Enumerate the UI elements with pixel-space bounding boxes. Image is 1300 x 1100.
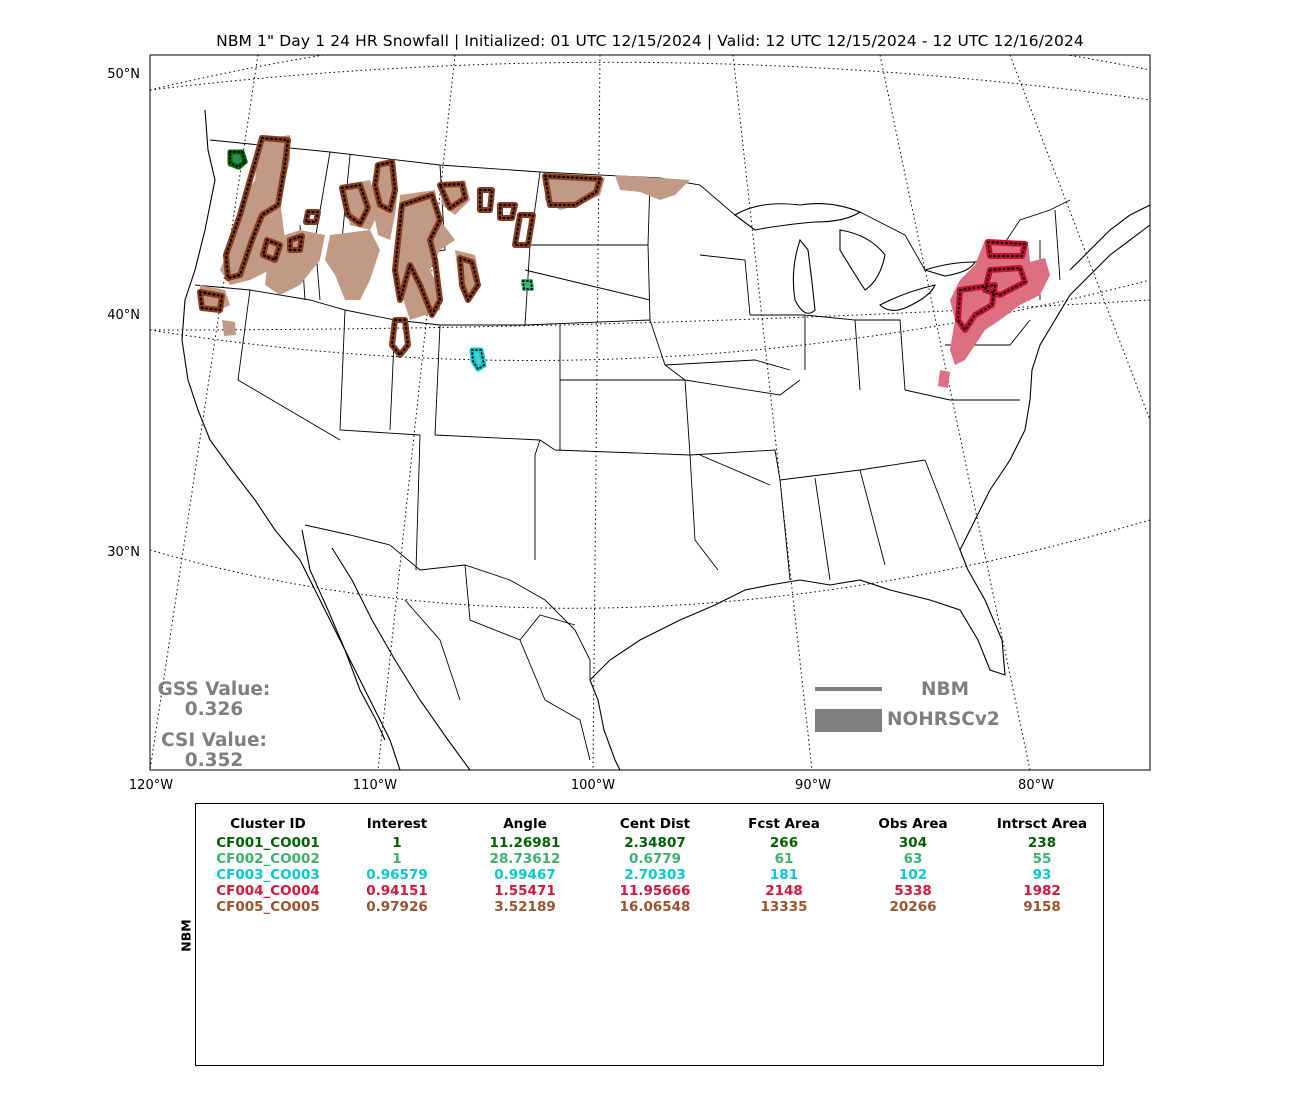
mexico-gulf-coast xyxy=(589,679,621,770)
table-cell-cluster-id: CF004_CO004 xyxy=(216,883,320,899)
lon-label-120: 120°W xyxy=(128,778,174,793)
lon-line-90 xyxy=(732,55,813,770)
col-header-cent-dist: Cent Dist xyxy=(619,816,691,832)
table-cell-interest: 1 xyxy=(392,851,402,867)
gss-label: GSS Value: xyxy=(157,679,271,700)
table-cell-obs-area: 102 xyxy=(898,867,928,883)
obs-region-brown xyxy=(200,135,690,336)
col-header-intrsct-area: Intrsct Area xyxy=(996,816,1088,832)
table-cell-angle: 3.52189 xyxy=(494,899,556,915)
csi-value: 0.352 xyxy=(184,750,244,771)
table-cell-obs-area: 63 xyxy=(903,851,923,867)
table-cell-angle: 0.99467 xyxy=(494,867,556,883)
gss-value: 0.326 xyxy=(184,699,244,720)
table-cell-obs-area: 5338 xyxy=(894,883,932,899)
mexico-state-lines xyxy=(404,564,591,761)
forecast-contours xyxy=(197,135,1028,372)
lon-line-70 xyxy=(1009,55,1150,421)
table-cell-cluster-id: CF003_CO003 xyxy=(216,867,320,883)
east-coastline xyxy=(959,224,1150,551)
map-title: NBM 1" Day 1 24 HR Snowfall | Initialize… xyxy=(216,32,1084,50)
table-cell-intrsct-area: 55 xyxy=(1032,851,1052,867)
mexico-west-coast xyxy=(331,547,471,770)
lon-label-80: 80°W xyxy=(1018,778,1054,793)
table-cell-angle: 11.26981 xyxy=(489,835,561,851)
lon-line-80 xyxy=(879,55,1031,770)
state-lines xyxy=(194,151,1061,581)
lake-erie xyxy=(879,284,936,311)
lon-line-100 xyxy=(592,55,601,770)
table-cell-fcst-area: 2148 xyxy=(765,883,803,899)
col-header-interest: Interest xyxy=(366,816,428,832)
table-cell-intrsct-area: 9158 xyxy=(1023,899,1061,915)
graticule xyxy=(150,55,1150,770)
table-cell-cent-dist: 0.6779 xyxy=(628,851,682,867)
legend-observed-swatch xyxy=(815,709,882,732)
lat-label-50: 50°N xyxy=(107,67,140,82)
table-cell-intrsct-area: 93 xyxy=(1032,867,1052,883)
lake-ontario xyxy=(923,261,976,277)
lake-huron xyxy=(839,229,886,291)
lat-line-50 xyxy=(150,55,1150,91)
table-cell-angle: 28.73612 xyxy=(489,851,561,867)
mexico-border xyxy=(304,524,591,680)
lat-label-30: 30°N xyxy=(107,545,140,560)
col-header-fcst-area: Fcst Area xyxy=(748,816,820,832)
lon-label-100: 100°W xyxy=(570,778,616,793)
table-cell-obs-area: 20266 xyxy=(889,899,937,915)
lat-line-45 xyxy=(150,61,1150,101)
lat-label-40: 40°N xyxy=(107,308,140,323)
cluster-stats-table: Cluster ID Interest Angle Cent Dist Fcst… xyxy=(195,803,1104,1066)
lon-label-90: 90°W xyxy=(795,778,831,793)
legend-observed-label: NOHRSCv2 xyxy=(887,709,1000,730)
table-cell-cent-dist: 2.70303 xyxy=(624,867,686,883)
west-coastline xyxy=(181,109,401,770)
table-cell-obs-area: 304 xyxy=(898,835,928,851)
csi-label: CSI Value: xyxy=(161,730,267,751)
table-cell-fcst-area: 61 xyxy=(774,851,794,867)
col-header-cluster-id: Cluster ID xyxy=(230,816,306,832)
table-cell-fcst-area: 181 xyxy=(769,867,799,883)
table-cell-cluster-id: CF001_CO001 xyxy=(216,835,320,851)
table-cell-fcst-area: 266 xyxy=(769,835,799,851)
table-cell-interest: 0.97926 xyxy=(366,899,428,915)
gulf-coast xyxy=(589,549,1006,681)
col-header-obs-area: Obs Area xyxy=(878,816,948,832)
table-cell-cent-dist: 2.34807 xyxy=(624,835,686,851)
table-cell-interest: 0.94151 xyxy=(366,883,428,899)
table-cell-angle: 1.55471 xyxy=(494,883,556,899)
observed-snowfall xyxy=(200,135,1050,388)
table-cell-interest: 0.96579 xyxy=(366,867,428,883)
table-cell-cent-dist: 11.95666 xyxy=(619,883,691,899)
table-cell-intrsct-area: 238 xyxy=(1027,835,1057,851)
lat-line-40 xyxy=(150,299,1150,331)
lake-michigan xyxy=(792,238,816,314)
table-cell-cluster-id: CF005_CO005 xyxy=(216,899,320,915)
table-cell-fcst-area: 13335 xyxy=(760,899,808,915)
table-cell-cluster-id: CF002_CO002 xyxy=(216,851,320,867)
table-cell-cent-dist: 16.06548 xyxy=(619,899,691,915)
lon-label-110: 110°W xyxy=(352,778,398,793)
table-cell-interest: 1 xyxy=(392,835,402,851)
legend-forecast-label: NBM xyxy=(921,679,969,700)
lake-superior xyxy=(734,203,862,231)
maine-coast xyxy=(1069,204,1150,271)
table-side-label: NBM xyxy=(178,919,194,952)
map-frame xyxy=(149,54,1151,771)
lat-line-30 xyxy=(150,519,1150,609)
legend-forecast-line xyxy=(815,687,882,691)
table-cell-intrsct-area: 1982 xyxy=(1023,883,1061,899)
baja-peninsula xyxy=(301,529,386,741)
col-header-angle: Angle xyxy=(503,816,547,832)
lon-line-110 xyxy=(377,55,456,770)
